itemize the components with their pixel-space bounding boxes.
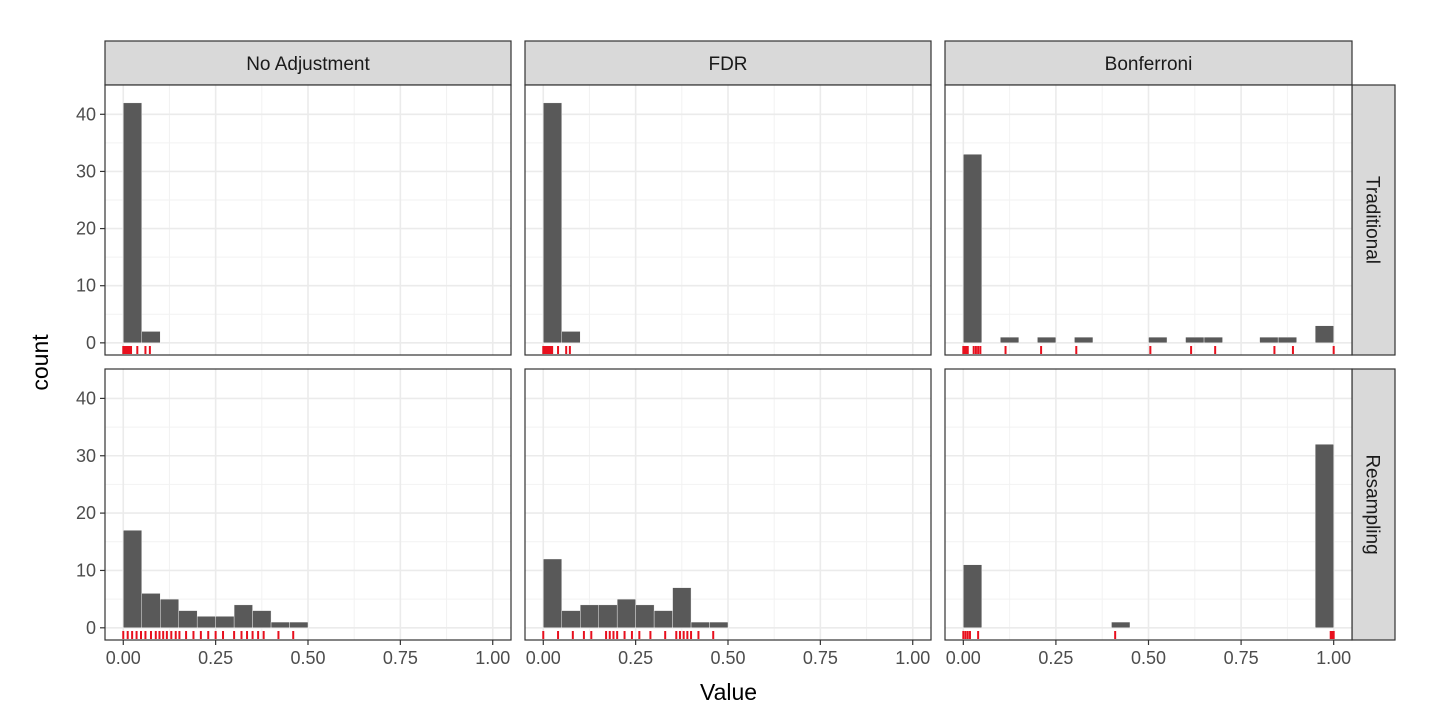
histogram-bar	[1148, 336, 1168, 344]
facet-strip-row-0	[1351, 84, 1396, 356]
histogram-bar	[1314, 444, 1334, 629]
histogram-bar	[233, 604, 253, 629]
x-tick-label: 0.25	[618, 648, 653, 668]
histogram-bar	[690, 621, 710, 629]
histogram-bar	[963, 564, 983, 629]
panel-border	[524, 84, 932, 356]
x-tick-label: 0.75	[803, 648, 838, 668]
x-tick-label: 0.75	[1224, 648, 1259, 668]
histogram-bar	[543, 102, 562, 344]
histogram-bar	[178, 610, 198, 629]
histogram-bar	[1074, 336, 1094, 344]
y-tick-label: 10	[76, 560, 96, 580]
facet-label-col-2: Bonferroni	[1105, 54, 1193, 75]
histogram-bar	[1314, 325, 1334, 344]
histogram-bar	[580, 604, 599, 629]
histogram-bar	[1277, 336, 1297, 344]
histogram-bar	[123, 530, 142, 629]
histogram-bar	[709, 621, 729, 629]
histogram-bar	[252, 610, 272, 629]
x-tick-label: 0.25	[1038, 648, 1073, 668]
histogram-bar	[1185, 336, 1205, 344]
histogram-bar	[123, 102, 142, 344]
histogram-bar	[1037, 336, 1057, 344]
x-tick-label: 0.00	[106, 648, 141, 668]
histogram-bar	[616, 598, 636, 629]
histogram-bar	[561, 331, 581, 344]
y-tick-label: 30	[76, 161, 96, 181]
panel-0-2	[944, 84, 1353, 356]
x-tick-label: 0.50	[290, 648, 325, 668]
histogram-bar	[635, 604, 655, 629]
panel-1-1	[524, 368, 932, 641]
y-tick-label: 20	[76, 219, 96, 239]
x-tick-label: 1.00	[475, 648, 510, 668]
x-tick-label: 0.25	[198, 648, 233, 668]
panel-border	[944, 84, 1353, 356]
facet-label-col-0: No Adjustment	[246, 54, 370, 75]
histogram-bar	[1259, 336, 1279, 344]
x-tick-label: 0.50	[710, 648, 745, 668]
panel-1-2	[944, 368, 1353, 641]
histogram-bar	[141, 593, 161, 629]
facet-label-col-1: FDR	[708, 54, 747, 75]
facet-label-row-1: Resampling	[1362, 454, 1383, 554]
facet-strip-col-0	[104, 40, 512, 86]
histogram-bar	[141, 331, 161, 344]
panel-0-1	[524, 84, 932, 356]
facet-label-row-0: Traditional	[1362, 176, 1383, 264]
panel-0-0	[104, 84, 512, 356]
panel-1-0	[104, 368, 512, 641]
histogram-bar	[215, 616, 235, 629]
histogram-bar	[653, 610, 673, 629]
histogram-bar	[1203, 336, 1223, 344]
x-tick-label: 0.50	[1131, 648, 1166, 668]
y-tick-label: 40	[76, 104, 96, 124]
x-axis-title: Value	[700, 679, 757, 705]
panel-border	[104, 84, 512, 356]
histogram-bar	[672, 587, 692, 629]
y-tick-label: 0	[86, 618, 96, 638]
x-tick-label: 0.00	[526, 648, 561, 668]
histogram-bar	[160, 598, 179, 629]
histogram-bar	[1111, 621, 1131, 629]
y-tick-label: 30	[76, 446, 96, 466]
facet-strip-col-2	[944, 40, 1353, 86]
y-axis-title: count	[27, 334, 53, 391]
histogram-bar	[963, 154, 983, 344]
x-tick-label: 0.00	[946, 648, 981, 668]
x-tick-label: 1.00	[1316, 648, 1351, 668]
histogram-bar	[561, 610, 581, 629]
x-tick-label: 1.00	[895, 648, 930, 668]
y-tick-label: 10	[76, 276, 96, 296]
y-tick-label: 0	[86, 333, 96, 353]
x-tick-label: 0.75	[383, 648, 418, 668]
facet-strip-col-1	[524, 40, 932, 86]
histogram-bar	[289, 621, 309, 629]
histogram-bar	[598, 604, 618, 629]
y-tick-label: 20	[76, 503, 96, 523]
histogram-bar	[1000, 336, 1020, 344]
histogram-bar	[196, 616, 216, 629]
facet-strip-row-1	[1351, 368, 1396, 641]
y-tick-label: 40	[76, 388, 96, 408]
histogram-bar	[543, 558, 562, 629]
histogram-bar	[270, 621, 290, 629]
